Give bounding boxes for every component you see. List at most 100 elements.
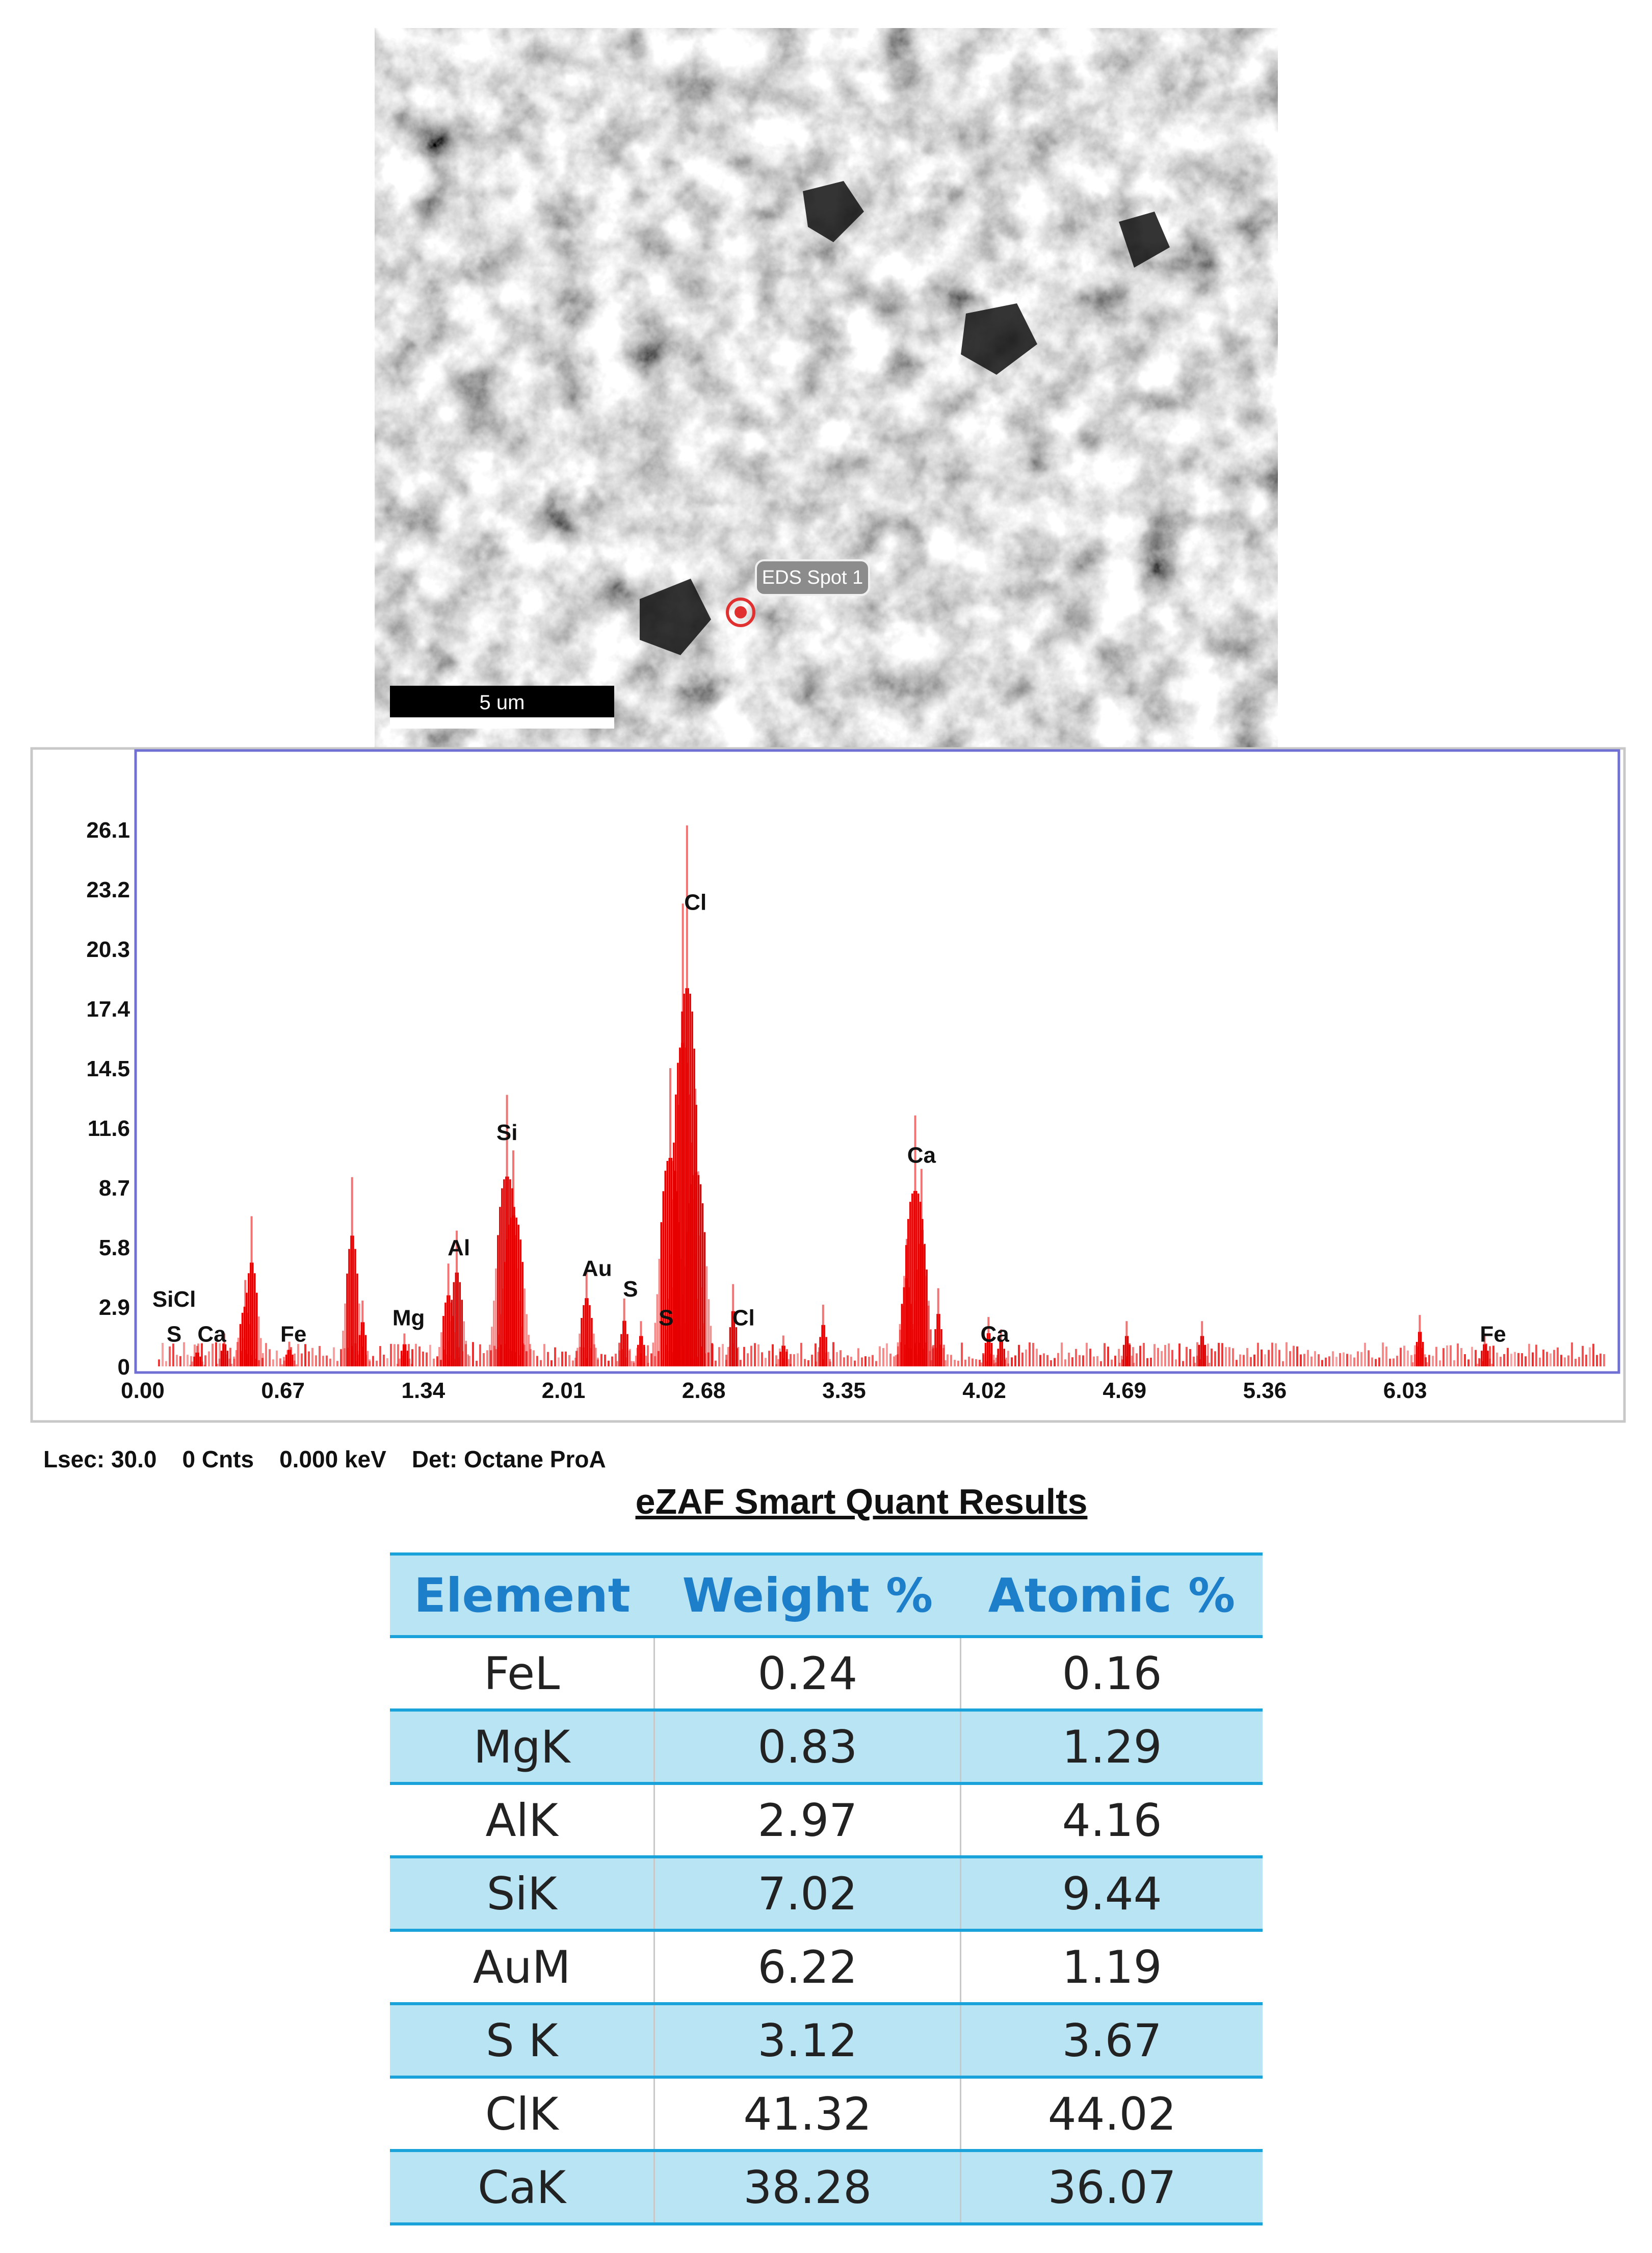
spectrum-peak [1477, 1333, 1493, 1366]
table-row: CaK 38.28 36.07 [390, 2151, 1263, 2225]
table-row: AlK 2.97 4.16 [390, 1783, 1263, 1858]
spectrum-peak [775, 1335, 792, 1366]
x-tick-label: 4.69 [1103, 1378, 1146, 1403]
x-tick-label: 2.68 [682, 1378, 726, 1403]
y-tick-label: 26.1 [86, 818, 130, 843]
spectrum-peak [980, 1317, 997, 1366]
cell-element: S K [390, 2004, 654, 2079]
spectrum-outer-frame [30, 747, 1626, 1423]
cell-weight: 0.24 [653, 1637, 961, 1712]
peak-label: Fe [280, 1322, 306, 1347]
table-header-row: Element Weight % Atomic % [390, 1552, 1263, 1638]
x-tick-label: 4.02 [962, 1378, 1006, 1403]
cell-atomic: 9.44 [960, 1857, 1263, 1932]
spectrum-peak [677, 1089, 714, 1366]
spectrum-peak [815, 1304, 831, 1366]
y-tick-label: 17.4 [86, 997, 130, 1022]
spectrum-peak [489, 1095, 526, 1366]
cell-weight: 2.97 [653, 1783, 961, 1858]
cell-atomic: 4.16 [960, 1783, 1263, 1858]
peak-label: Cl [684, 890, 706, 915]
eds-spot-marker: EDS Spot 1 [726, 559, 870, 627]
cell-element: MgK [390, 1710, 654, 1785]
cell-atomic: 44.02 [960, 2077, 1263, 2152]
cell-element: FeL [390, 1637, 654, 1712]
cell-atomic: 36.07 [960, 2151, 1263, 2225]
x-tick-label: 1.34 [402, 1378, 445, 1403]
y-tick-label: 20.3 [86, 937, 130, 962]
spectrum-peak [436, 1263, 461, 1366]
table-row: ClK 41.32 44.02 [390, 2077, 1263, 2152]
peak-label: S [623, 1277, 638, 1302]
table-row: MgK 0.83 1.29 [390, 1710, 1263, 1785]
peak-label: S [659, 1305, 673, 1330]
spectrum-peak [669, 825, 705, 1366]
spectrum-peak [665, 903, 701, 1366]
eds-spot-label: EDS Spot 1 [762, 567, 863, 588]
table-row: SiK 7.02 9.44 [390, 1857, 1263, 1932]
spectrum-peak [495, 1150, 532, 1366]
y-tick-label: 14.5 [86, 1056, 130, 1081]
peak-label: Au [582, 1256, 612, 1281]
peak-label: Ca [980, 1322, 1009, 1347]
cell-weight: 3.12 [653, 2004, 961, 2079]
y-tick-label: 5.8 [99, 1235, 130, 1260]
x-tick-label: 0.00 [121, 1378, 165, 1403]
quant-results-table: Element Weight % Atomic % FeL 0.24 0.16 MgK… [390, 1552, 1263, 2225]
spectrum-peak [1411, 1315, 1428, 1366]
peak-label: Fe [1480, 1322, 1506, 1347]
energy-readout: 0.000 keV [279, 1446, 386, 1472]
live-seconds: Lsec: 30.0 [43, 1446, 157, 1472]
peak-label: Cl [732, 1305, 755, 1330]
spectrum-peak [1118, 1321, 1135, 1366]
spectrum-peak [993, 1329, 1009, 1366]
header-element: Element [390, 1552, 654, 1638]
spectrum-peak [233, 1280, 258, 1366]
spectrum-peak [633, 1321, 649, 1366]
x-tick-label: 2.01 [542, 1378, 586, 1403]
y-tick-label: 8.7 [99, 1176, 130, 1201]
spectrum-peak [189, 1345, 205, 1366]
header-weight: Weight % [654, 1552, 961, 1638]
spectrum-peak [930, 1288, 947, 1366]
spectrum-peak [652, 1068, 689, 1366]
peak-label: Mg [392, 1305, 425, 1330]
x-tick-label: 3.35 [822, 1378, 866, 1403]
y-tick-label: 0 [118, 1355, 130, 1380]
spectrum-peak [354, 1300, 371, 1366]
cell-element: SiK [390, 1857, 654, 1932]
spectrum-plot-frame [134, 749, 1620, 1374]
peak-label: Si [496, 1120, 518, 1145]
cell-atomic: 0.16 [960, 1637, 1263, 1712]
counts: 0 Cnts [182, 1446, 254, 1472]
spectrum-peak [281, 1341, 298, 1366]
spectrum-peak [444, 1230, 469, 1366]
cell-weight: 41.32 [653, 2077, 961, 2152]
status-readout: Lsec: 30.0 0 Cnts 0.000 keV Det: Octane Pro… [43, 1445, 632, 1473]
cell-weight: 0.83 [653, 1710, 961, 1785]
spectrum-peak [240, 1216, 264, 1366]
spectrum-peak [895, 1238, 920, 1366]
spectrum-peak [1194, 1321, 1211, 1366]
cell-weight: 7.02 [653, 1857, 961, 1932]
cell-element: AuM [390, 1930, 654, 2005]
spectrum-background-counts [158, 1342, 1605, 1366]
sem-micrograph: EDS Spot 1 5 um [375, 28, 1278, 750]
spectrum-peak [725, 1284, 742, 1366]
scale-bar-label: 5 um [480, 691, 525, 714]
cell-weight: 6.22 [653, 1930, 961, 2005]
cell-weight: 38.28 [653, 2151, 961, 2225]
y-tick-label: 2.9 [99, 1295, 130, 1320]
detector: Det: Octane ProA [411, 1446, 606, 1472]
spectrum-peak [340, 1177, 364, 1366]
cell-atomic: 1.29 [960, 1710, 1263, 1785]
peak-label: Ca [907, 1143, 936, 1168]
cell-element: AlK [390, 1783, 654, 1858]
cell-atomic: 1.19 [960, 1930, 1263, 2005]
peak-label: Al [448, 1235, 470, 1260]
spectrum-peak [909, 1169, 934, 1366]
y-tick-label: 11.6 [88, 1116, 130, 1141]
x-tick-label: 5.36 [1243, 1378, 1287, 1403]
peak-label: S [167, 1322, 181, 1347]
cell-atomic: 3.67 [960, 2004, 1263, 2079]
